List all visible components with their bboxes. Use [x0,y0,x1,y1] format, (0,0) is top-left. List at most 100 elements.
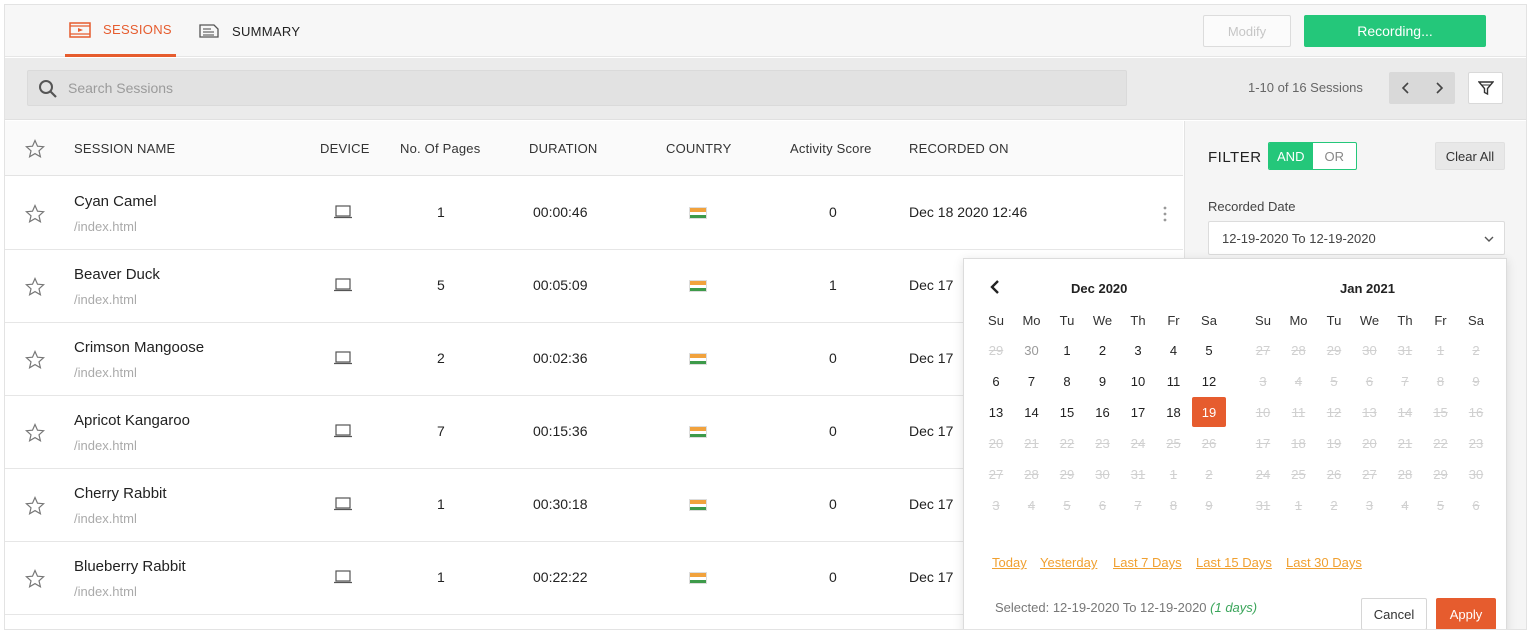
search-row: 1-10 of 16 Sessions [5,58,1526,120]
calendar-day: 26 [1201,435,1217,451]
quick-range-today[interactable]: Today [992,555,1027,570]
table-row[interactable]: Cyan Camel /index.html 1 00:00:46 0 Dec … [5,177,1183,250]
calendar-day: 22 [1059,435,1075,451]
session-name[interactable]: Cyan Camel [74,193,157,210]
session-name[interactable]: Beaver Duck [74,266,160,283]
calendar-day[interactable]: 9 [1098,373,1107,389]
top-tab-bar: SESSIONS SUMMARY Modify Recording... [5,5,1526,57]
india-flag-icon [689,572,707,584]
calendar-day[interactable]: 7 [1027,373,1036,389]
left-month-title: Dec 2020 [1071,281,1128,296]
document-icon [198,23,220,39]
more-vertical-icon[interactable] [1162,204,1168,224]
tab-summary[interactable]: SUMMARY [198,5,300,57]
calendar-day: 17 [1255,435,1271,451]
calendar-day[interactable]: 12 [1201,373,1217,389]
calendar-day: 2 [1205,466,1213,482]
tab-summary-label: SUMMARY [232,23,301,39]
header-country[interactable]: COUNTRY [666,141,732,156]
session-name[interactable]: Cherry Rabbit [74,485,167,502]
weekday-label: Mo [1022,313,1041,328]
calendar-day[interactable]: 14 [1024,404,1039,420]
calendar-day: 29 [1059,466,1075,482]
header-device[interactable]: DEVICE [320,141,370,156]
calendar-day-selected[interactable]: 19 [1192,397,1226,427]
star-icon[interactable] [24,204,46,224]
clear-all-button[interactable]: Clear All [1435,142,1505,170]
session-name[interactable]: Apricot Kangaroo [74,412,190,429]
calendar-day: 14 [1397,404,1413,420]
calendar-day[interactable]: 17 [1130,404,1146,420]
weekday-label: Fr [1434,313,1447,328]
calendar-day: 9 [1472,373,1480,389]
calendar-day[interactable]: 5 [1205,342,1213,358]
session-name[interactable]: Crimson Mangoose [74,339,205,356]
activity-score: 0 [829,569,837,585]
duration: 00:02:36 [533,350,588,366]
calendar-day[interactable]: 1 [1063,342,1071,358]
cancel-button[interactable]: Cancel [1361,598,1427,629]
recording-button[interactable]: Recording... [1304,15,1486,47]
quick-range-last-15-days[interactable]: Last 15 Days [1196,555,1272,570]
page-count: 5 [437,277,445,293]
or-toggle-button[interactable]: OR [1324,148,1345,164]
quick-range-yesterday[interactable]: Yesterday [1040,555,1098,570]
modify-button[interactable]: Modify [1203,15,1291,47]
calendar-day[interactable]: 16 [1095,404,1110,420]
recorded-on: Dec 17 [909,569,954,585]
search-input[interactable] [68,80,1068,96]
and-or-toggle: AND OR [1268,142,1357,170]
recorded-on: Dec 17 [909,496,954,512]
calendar-day[interactable]: 11 [1166,373,1181,389]
calendar-day[interactable]: 15 [1059,404,1075,420]
calendar-day[interactable]: 18 [1166,404,1181,420]
calendar-day: 15 [1433,404,1448,420]
weekday-label: Su [1255,313,1271,328]
session-path: /index.html [74,584,137,599]
star-icon[interactable] [24,277,46,297]
star-icon[interactable] [24,569,46,589]
session-path: /index.html [74,438,137,453]
header-session-name[interactable]: SESSION NAME [74,141,176,156]
next-page-button[interactable] [1422,72,1455,104]
star-icon[interactable] [24,423,46,443]
calendar-day: 6 [1098,497,1107,513]
calendar-day: 3 [992,497,1000,513]
calendar-day[interactable]: 10 [1130,373,1146,389]
and-toggle-button[interactable]: AND [1269,143,1313,169]
calendar-day[interactable]: 6 [992,373,1000,389]
apply-button[interactable]: Apply [1436,598,1496,629]
star-all-icon[interactable] [24,139,46,159]
star-icon[interactable] [24,496,46,516]
calendar-day[interactable]: 8 [1063,373,1071,389]
calendar-day[interactable]: 3 [1134,342,1142,358]
header-duration[interactable]: DURATION [529,141,598,156]
header-recorded-on[interactable]: RECORDED ON [909,141,1009,156]
quick-range-last-30-days[interactable]: Last 30 Days [1286,555,1362,570]
calendar-day[interactable]: 4 [1169,342,1178,358]
calendar-day: 29 [1326,342,1342,358]
recorded-on: Dec 18 2020 12:46 [909,204,1028,220]
header-activity-score[interactable]: Activity Score [790,141,872,156]
calendar-day: 8 [1436,373,1445,389]
page-count: 1 [437,204,445,220]
prev-month-button[interactable] [988,279,1002,295]
weekday-label: We [1092,313,1113,328]
quick-range-last-7-days[interactable]: Last 7 Days [1113,555,1182,570]
star-icon[interactable] [24,350,46,370]
session-path: /index.html [74,365,137,380]
calendar-day[interactable]: 2 [1098,342,1107,358]
tab-sessions[interactable]: SESSIONS [65,5,176,57]
calendar-day: 4 [1401,497,1409,513]
laptop-icon [333,497,353,514]
prev-page-button[interactable] [1389,72,1422,104]
india-flag-icon [689,499,707,511]
calendar-day[interactable]: 30 [1024,342,1039,358]
activity-score: 0 [829,204,837,220]
calendar-day: 26 [1326,466,1342,482]
filter-toggle-button[interactable] [1468,72,1503,104]
recorded-date-select[interactable]: 12-19-2020 To 12-19-2020 [1208,221,1505,255]
header-pages[interactable]: No. Of Pages [400,141,481,156]
session-name[interactable]: Blueberry Rabbit [74,558,186,575]
calendar-day[interactable]: 13 [988,404,1004,420]
